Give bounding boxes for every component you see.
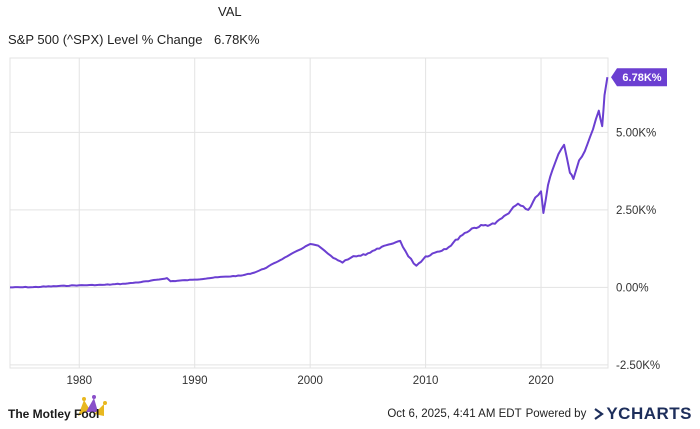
jester-cap-icon (78, 395, 107, 416)
end-value-badge (611, 68, 667, 87)
series-line-sp500 (10, 77, 609, 289)
legend-series-value: 6.78K% (214, 32, 260, 47)
axis-tick-labels: 1980 1990 2000 2010 2020 -2.50K% 0.00% 2.50K% 5.… (66, 127, 660, 387)
series-layer (10, 77, 609, 289)
end-value-label: 6.78K% (622, 72, 661, 84)
brand-name: The Motley Fool (8, 407, 99, 421)
x-tick-label: 2020 (528, 375, 554, 387)
ycharts-logo: YCHARTS (592, 404, 692, 424)
y-tick-label: 5.00K% (616, 127, 656, 139)
ycharts-chevron-icon (594, 408, 605, 420)
x-tick-label: 1990 (182, 375, 208, 387)
powered-by-label: Powered by (525, 408, 587, 420)
motley-fool-logo: The Motley Fool (8, 394, 138, 424)
x-tick-label: 2010 (413, 375, 439, 387)
timestamp: Oct 6, 2025, 4:41 AM EDT (387, 408, 522, 420)
y-tick-label: 2.50K% (616, 205, 656, 217)
end-value-label-group: 6.78K% (611, 68, 667, 87)
grid-lines (9, 57, 609, 369)
footer-attribution: Oct 6, 2025, 4:41 AM EDT Powered by YCHA… (387, 404, 692, 424)
y-tick-label: 0.00% (616, 282, 649, 294)
legend-column-header: VAL (218, 4, 242, 19)
ycharts-wordmark: YCHARTS (606, 404, 692, 423)
legend-series-label: S&P 500 (^SPX) Level % Change (8, 32, 203, 47)
y-tick-label: -2.50K% (616, 360, 660, 372)
x-tick-label: 2000 (297, 375, 323, 387)
x-tick-label: 1980 (66, 375, 92, 387)
plot-frame (9, 57, 609, 369)
